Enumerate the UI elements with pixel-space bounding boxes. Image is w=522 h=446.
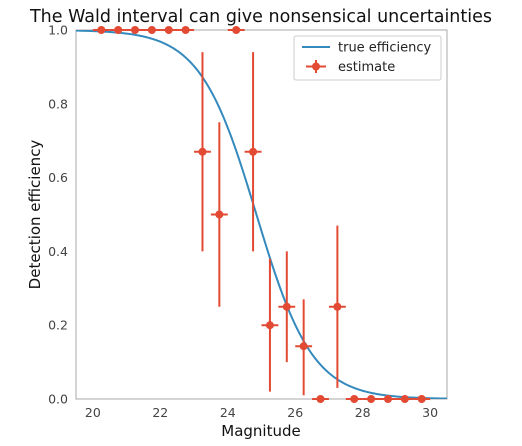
estimate-marker xyxy=(282,302,291,311)
estimate-marker xyxy=(198,147,207,156)
data-point-estimate xyxy=(126,26,144,34)
data-point-estimate xyxy=(261,258,279,392)
estimate-marker xyxy=(400,395,409,403)
estimate-marker xyxy=(114,26,123,34)
legend-marker-estimate xyxy=(312,62,320,71)
y-tick-label: 0.8 xyxy=(48,96,68,111)
x-tick-label: 26 xyxy=(287,405,303,420)
chart-title: The Wald interval can give nonsensical u… xyxy=(29,7,492,27)
data-point-estimate xyxy=(244,52,262,252)
x-axis-label: Magnitude xyxy=(221,422,300,440)
estimate-marker xyxy=(383,395,392,403)
data-point-estimate xyxy=(278,251,296,363)
legend: true efficiency estimate xyxy=(293,35,442,81)
estimate-marker xyxy=(164,26,173,34)
data-point-estimate xyxy=(143,26,161,34)
estimate-marker xyxy=(131,26,140,34)
data-point-estimate xyxy=(312,395,329,403)
data-point-estimate xyxy=(295,299,313,396)
series-line-true-efficiency xyxy=(76,30,447,399)
y-tick-label: 0.0 xyxy=(48,392,68,407)
x-tick-label: 22 xyxy=(152,405,168,420)
estimate-marker xyxy=(232,26,241,34)
estimate-marker xyxy=(417,395,426,403)
y-tick-label: 0.2 xyxy=(48,318,68,333)
estimate-marker xyxy=(299,342,308,351)
y-axis-label: Detection efficiency xyxy=(26,140,44,290)
data-point-estimate xyxy=(227,26,245,34)
estimate-marker xyxy=(181,26,190,34)
legend-box xyxy=(293,35,442,81)
legend-label-estimate: estimate xyxy=(338,60,395,75)
x-tick-label: 20 xyxy=(85,405,101,420)
data-point-estimate xyxy=(413,395,431,403)
data-point-estimate xyxy=(194,52,211,252)
estimate-marker xyxy=(367,395,376,403)
x-tick-label: 30 xyxy=(422,405,438,420)
legend-label-true-efficiency: true efficiency xyxy=(338,41,432,56)
y-tick-label: 0.6 xyxy=(48,170,68,185)
data-point-estimate xyxy=(362,395,380,403)
x-tick-label: 28 xyxy=(355,405,371,420)
data-point-estimate xyxy=(345,395,363,403)
data-point-estimate xyxy=(109,26,127,34)
estimate-marker xyxy=(333,302,342,311)
estimate-marker xyxy=(350,395,359,403)
data-point-estimate xyxy=(177,26,195,34)
estimate-marker xyxy=(215,210,224,219)
estimate-marker xyxy=(147,26,156,34)
data-point-estimate xyxy=(210,122,228,307)
estimate-marker xyxy=(316,395,325,403)
data-point-estimate xyxy=(328,225,346,388)
data-point-estimate xyxy=(92,26,110,34)
plot-area xyxy=(75,29,448,400)
data-point-estimate xyxy=(379,395,397,403)
x-tick-label: 24 xyxy=(220,405,236,420)
data-point-estimate xyxy=(160,26,178,34)
estimate-marker xyxy=(265,321,274,330)
y-tick-label: 1.0 xyxy=(48,23,68,38)
estimate-marker xyxy=(249,147,258,156)
data-point-estimate xyxy=(396,395,414,403)
y-tick-label: 0.4 xyxy=(48,244,68,259)
estimate-marker xyxy=(97,26,106,34)
